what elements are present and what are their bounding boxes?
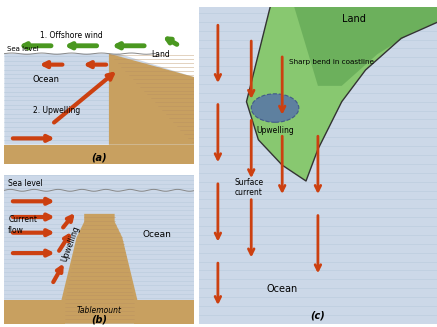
Polygon shape — [4, 54, 194, 145]
Polygon shape — [199, 7, 437, 324]
Text: (c): (c) — [311, 311, 325, 321]
Polygon shape — [4, 7, 194, 54]
Text: Upwelling: Upwelling — [256, 127, 294, 135]
Polygon shape — [4, 300, 65, 324]
Text: 2. Upwelling: 2. Upwelling — [33, 106, 80, 115]
Polygon shape — [4, 145, 194, 164]
Text: Sea level: Sea level — [8, 179, 43, 188]
Text: Land: Land — [151, 50, 170, 59]
Polygon shape — [294, 7, 437, 86]
Text: Sharp bend in coastline: Sharp bend in coastline — [289, 59, 375, 65]
Text: Land: Land — [342, 14, 366, 25]
Polygon shape — [246, 7, 437, 181]
Polygon shape — [4, 175, 194, 324]
Ellipse shape — [251, 94, 299, 122]
Text: (b): (b) — [91, 314, 108, 324]
Text: Sea level: Sea level — [7, 46, 39, 52]
Text: Surface
current: Surface current — [235, 178, 264, 197]
Text: Ocean: Ocean — [142, 231, 171, 239]
Text: Current
flow: Current flow — [8, 215, 37, 234]
Text: 1. Offshore wind: 1. Offshore wind — [39, 31, 102, 40]
Text: Upwelling: Upwelling — [60, 224, 82, 263]
Text: Ocean: Ocean — [33, 75, 60, 84]
Text: Tablemount: Tablemount — [77, 306, 122, 315]
Polygon shape — [134, 300, 194, 324]
Text: Ocean: Ocean — [267, 284, 298, 294]
Polygon shape — [52, 214, 147, 324]
Text: (a): (a) — [92, 152, 107, 163]
Polygon shape — [109, 54, 194, 145]
